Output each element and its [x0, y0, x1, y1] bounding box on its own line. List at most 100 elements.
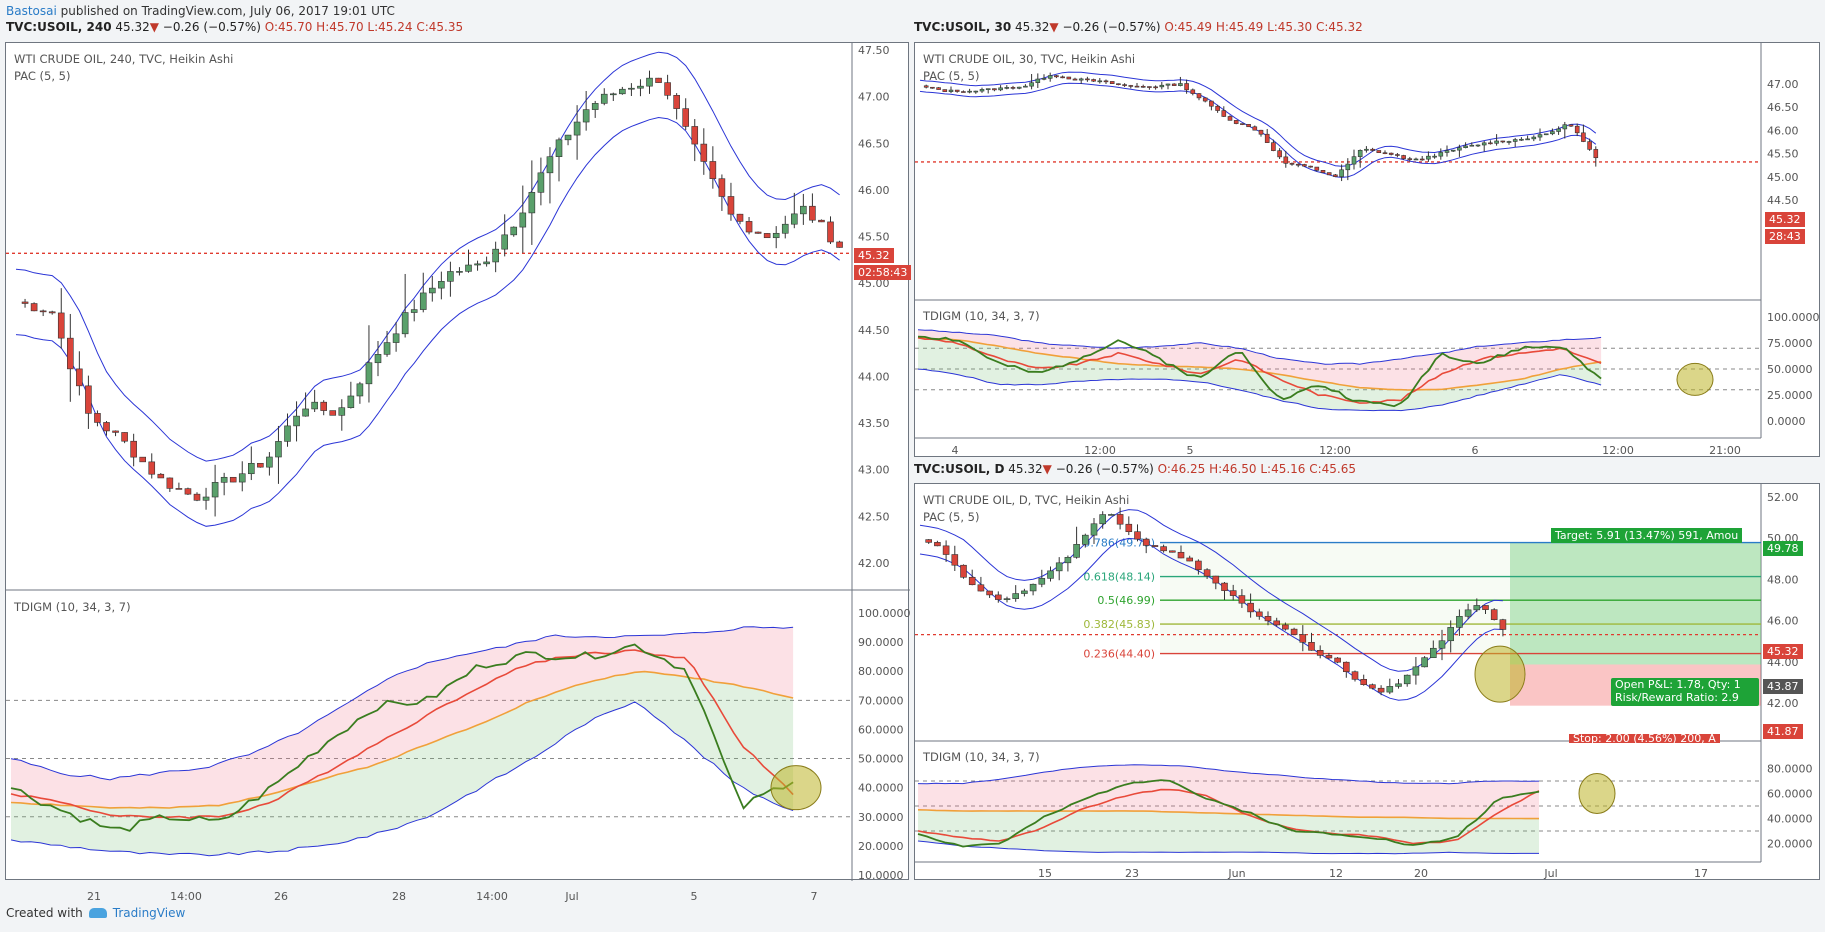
author-link[interactable]: Bastosai — [6, 4, 57, 18]
osc-tick: 20.0000 — [858, 840, 904, 853]
candle — [66, 337, 74, 370]
candle — [1238, 595, 1246, 604]
candle — [447, 271, 454, 282]
candle — [139, 456, 146, 463]
x-tick: 28 — [392, 890, 406, 903]
candle — [76, 368, 83, 387]
candle — [923, 85, 929, 88]
tr-chart-panel[interactable]: 47.00 46.50 46.00 45.50 45.00 44.50 100.0000 75… — [914, 42, 1820, 457]
candle — [510, 226, 518, 236]
candle — [1091, 79, 1096, 82]
candle — [474, 263, 481, 266]
candle — [21, 301, 29, 304]
price-tick: 45.00 — [858, 277, 890, 290]
rr-label: Risk/Reward Ratio: 2.9 — [1615, 691, 1739, 704]
candle — [329, 410, 337, 416]
candle — [1004, 87, 1010, 89]
candle — [961, 91, 966, 93]
candle — [1463, 145, 1468, 148]
tradingview-link[interactable]: TradingView — [112, 906, 186, 920]
pnl-label: Open P&L: 1.78, Qty: 1 — [1615, 678, 1741, 691]
candle — [492, 248, 499, 263]
price-tick: 47.00 — [1767, 78, 1799, 91]
candle — [1186, 557, 1194, 562]
candle — [57, 312, 65, 339]
candle — [1345, 163, 1351, 171]
candle — [1401, 155, 1406, 159]
candle — [655, 77, 662, 83]
price: 45.32 — [111, 20, 150, 34]
candle — [1190, 89, 1196, 94]
candle — [1490, 609, 1498, 620]
highlight-ellipse — [1676, 362, 1714, 396]
candle — [1140, 85, 1146, 88]
pac-label: PAC (5, 5) — [14, 69, 71, 83]
candle — [1247, 602, 1254, 613]
candle — [1360, 679, 1368, 686]
candle — [934, 542, 941, 547]
candle — [736, 213, 744, 222]
candle — [1246, 124, 1251, 128]
candle — [356, 383, 364, 397]
price-tick: 48.00 — [1767, 573, 1799, 586]
osc-tick: 20.0000 — [1767, 838, 1813, 851]
candle — [1290, 628, 1298, 635]
osc-upper-fill — [918, 764, 1539, 819]
candle — [1128, 85, 1134, 87]
candle — [664, 82, 671, 96]
candle — [284, 425, 291, 442]
symbol: TVC:USOIL, 30 — [914, 20, 1012, 34]
candle — [673, 95, 680, 109]
candle — [1407, 158, 1413, 160]
osc-stoch-line — [10, 643, 794, 832]
osc-tick: 90.0000 — [858, 636, 904, 649]
candle — [1273, 620, 1281, 626]
candle — [392, 333, 400, 343]
candle — [1060, 76, 1065, 79]
candle — [1277, 150, 1282, 158]
candle — [1326, 172, 1332, 176]
pac-upper — [919, 71, 1597, 167]
candle — [772, 232, 780, 239]
osc-upper-band — [10, 626, 794, 781]
osc-tick: 100.0000 — [858, 607, 911, 620]
candle — [609, 93, 617, 96]
price: 45.32 — [1011, 20, 1050, 34]
candle — [1085, 78, 1090, 81]
candle — [1412, 666, 1420, 676]
candle — [1377, 687, 1385, 693]
candle — [1395, 154, 1400, 156]
candle — [85, 385, 92, 414]
left-chart-panel[interactable]: 47.50 47.00 46.50 46.00 45.50 45.00 44.50 44.00… — [5, 42, 912, 903]
candle — [977, 584, 985, 592]
osc-lower-band — [917, 840, 1539, 855]
osc-signal-line — [917, 336, 1602, 404]
candle — [211, 482, 219, 498]
candle — [1097, 80, 1103, 83]
x-tick: 12:00 — [1602, 444, 1634, 457]
x-tick: 21:00 — [1709, 444, 1741, 457]
candle — [1264, 133, 1270, 143]
candle — [960, 564, 967, 578]
candle — [1473, 605, 1481, 611]
candle — [519, 212, 527, 228]
candle — [1116, 83, 1121, 86]
candle — [537, 172, 545, 193]
highlight-ellipse — [1474, 645, 1526, 703]
candle — [573, 121, 581, 136]
candle — [184, 488, 192, 495]
candle — [1064, 557, 1072, 564]
candle — [942, 89, 948, 92]
candle — [1116, 514, 1124, 525]
candle — [1574, 125, 1580, 134]
osc-tick: 50.0000 — [1767, 363, 1813, 376]
candle — [1351, 156, 1357, 165]
candle — [438, 281, 445, 289]
entry-price-tag: 43.87 — [1763, 679, 1803, 694]
candle — [175, 488, 183, 490]
candle — [1125, 523, 1133, 533]
br-chart-panel[interactable]: 52.00 50.00 48.00 46.00 44.00 42.00 0.786(49.7… — [914, 483, 1820, 880]
price: 45.32 — [1004, 462, 1043, 476]
last-price-tag: 45.32 — [1763, 644, 1803, 659]
candle — [582, 109, 590, 123]
